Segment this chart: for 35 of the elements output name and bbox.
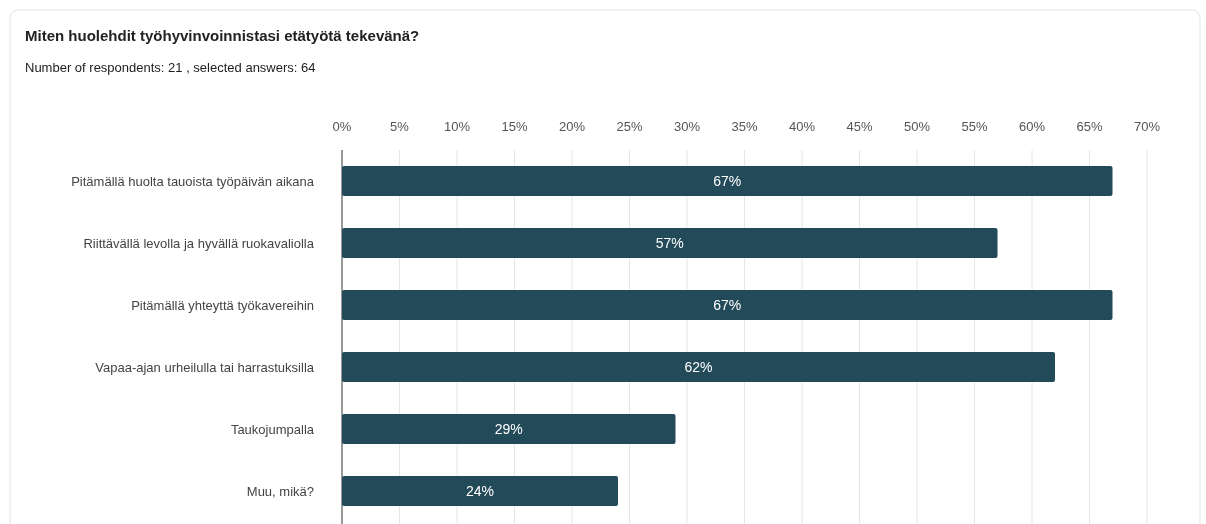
x-tick-label: 45% (846, 119, 873, 134)
x-tick-label: 10% (443, 119, 471, 134)
data-label: 62% (684, 359, 713, 375)
x-tick-label: 50% (903, 119, 931, 134)
x-tick-label: 15% (501, 119, 528, 134)
bar (342, 352, 1055, 382)
data-label: 67% (713, 297, 742, 313)
y-tick-label: Pitämällä huolta tauoista työpäivän aikana (71, 174, 315, 189)
bar (342, 290, 1113, 320)
x-tick-label: 65% (1076, 119, 1103, 134)
y-tick-label: Pitämällä yhteyttä työkavereihin (131, 298, 314, 313)
x-tick-label: 5% (390, 119, 410, 134)
data-label: 24% (465, 483, 495, 499)
x-tick-label: 20% (558, 119, 586, 134)
y-tick-label: Taukojumpalla (230, 422, 315, 437)
x-tick-label: 25% (616, 119, 643, 134)
bar (342, 166, 1113, 196)
x-tick-label: 60% (1018, 119, 1046, 134)
y-tick-label: Muu, mikä? (246, 484, 314, 499)
x-tick-label: 30% (673, 119, 701, 134)
x-tick-label: 55% (961, 119, 988, 134)
x-tick-label: 70% (1133, 119, 1161, 134)
chart-title: Miten huolehdit työhyvinvoinnistasi etätyötä tekevänä? (25, 27, 420, 44)
data-label: 57% (655, 235, 684, 251)
data-label: 29% (494, 421, 523, 437)
data-label: 67% (713, 173, 742, 189)
bar (342, 228, 998, 258)
x-tick-label: 40% (788, 119, 816, 134)
y-tick-label: Riittävällä levolla ja hyvällä ruokavaliolla (83, 236, 315, 251)
x-tick-label: 35% (731, 119, 758, 134)
bar (342, 414, 676, 444)
y-tick-label: Vapaa-ajan urheilulla tai harrastuksilla (95, 360, 315, 375)
text: Number of respondents: 21 , selected answers: 64 (25, 60, 316, 75)
bar (342, 476, 618, 506)
x-tick-label: 0% (332, 119, 352, 134)
